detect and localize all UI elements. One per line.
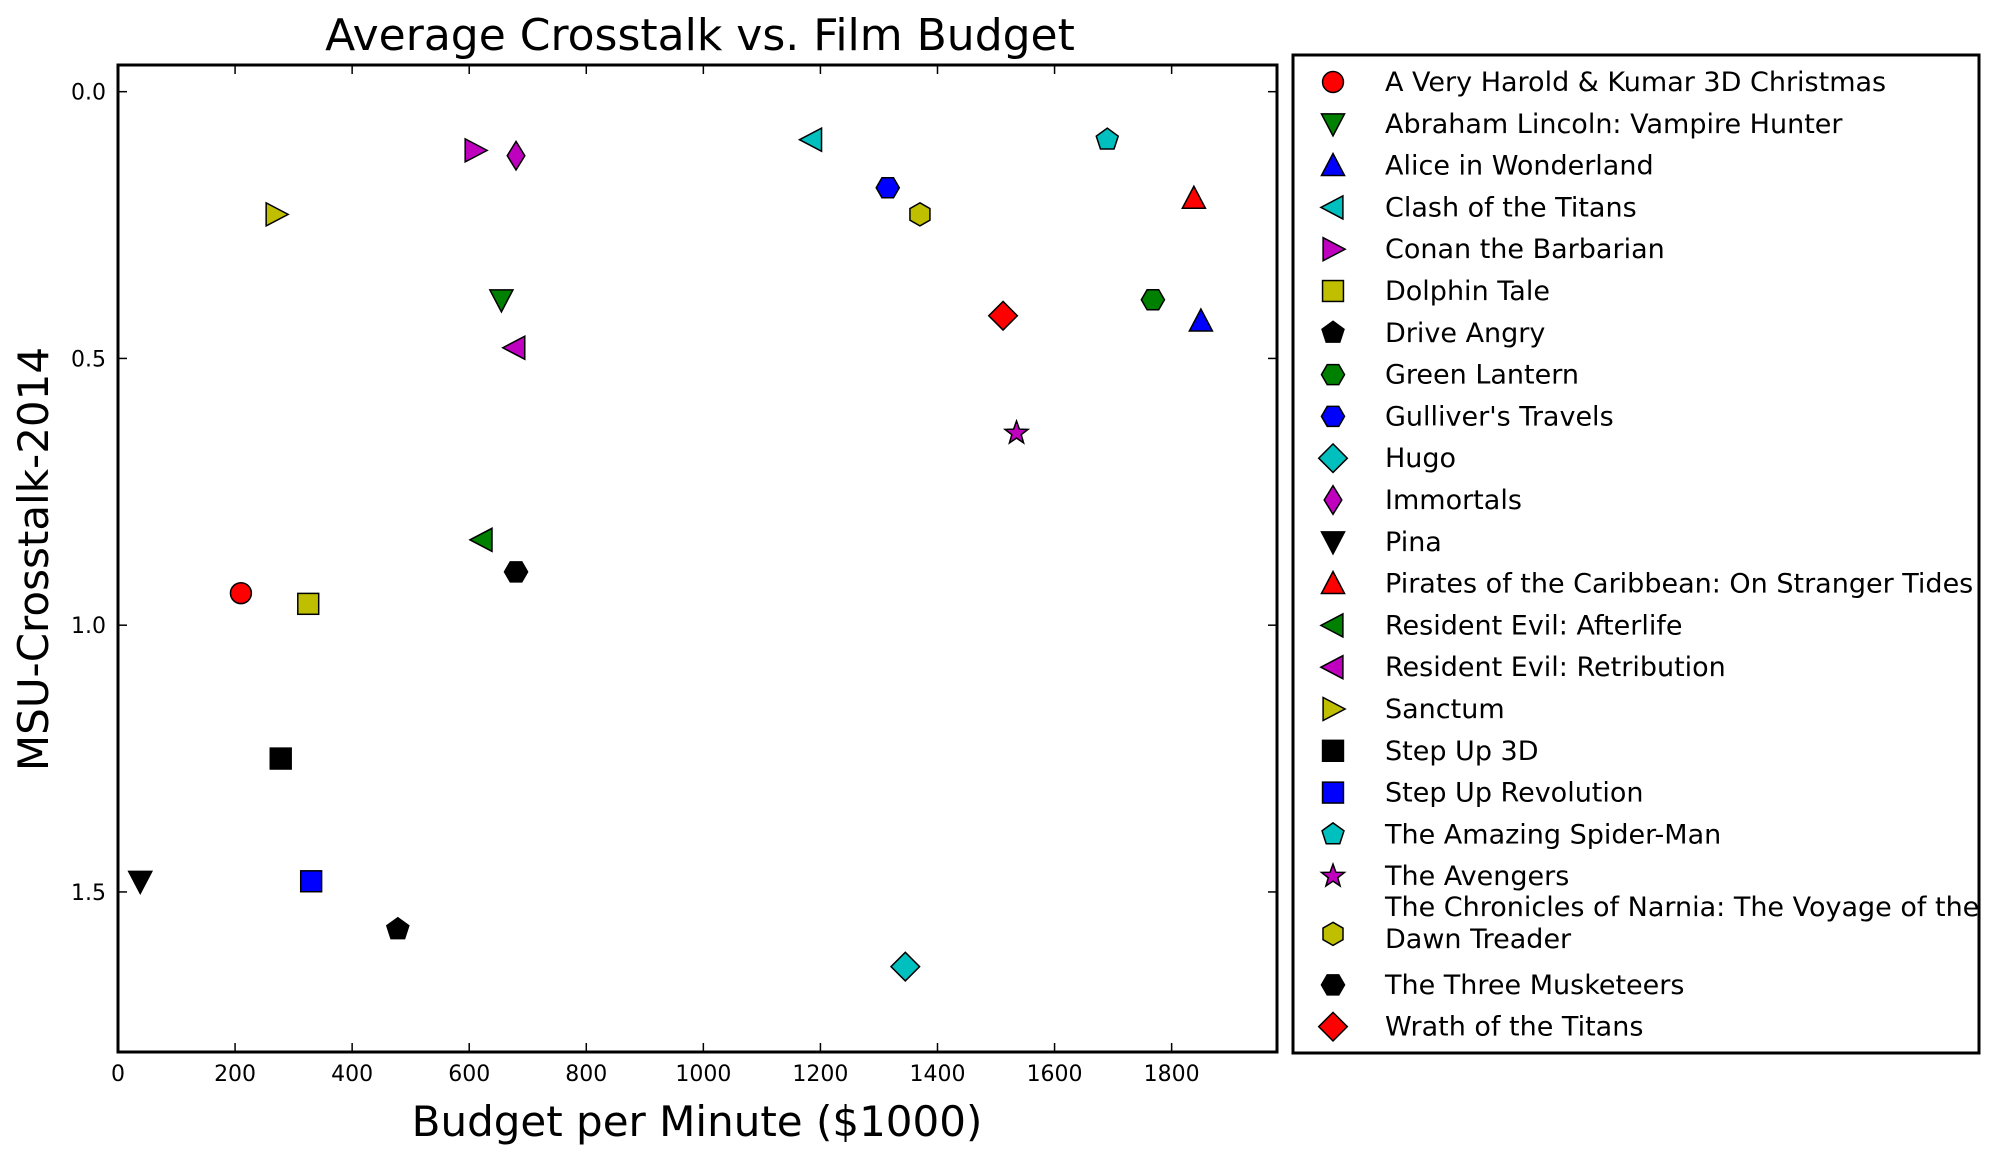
legend-marker <box>1321 70 1345 94</box>
legend-marker <box>1320 569 1346 595</box>
legend-label: Resident Evil: Retribution <box>1385 652 1726 683</box>
legend-label: Step Up 3D <box>1385 736 1539 767</box>
x-tick-label: 1800 <box>1144 1062 1200 1087</box>
legend-label: Hugo <box>1385 443 1456 474</box>
x-tick-label: 600 <box>448 1062 490 1087</box>
legend-marker <box>1322 696 1347 722</box>
data-point <box>909 201 931 227</box>
data-point <box>127 870 154 895</box>
x-axis-label: Budget per Minute ($1000) <box>412 1097 983 1146</box>
legend-marker <box>1321 739 1345 762</box>
legend-marker <box>1319 194 1344 221</box>
data-point <box>297 592 320 616</box>
data-point <box>797 126 823 153</box>
legend-marker <box>1319 654 1344 680</box>
x-tick-label: 0 <box>111 1062 125 1087</box>
legend-marker <box>1319 612 1344 639</box>
data-point <box>1140 288 1166 311</box>
x-tick-label: 200 <box>214 1062 256 1087</box>
legend-label: Pina <box>1385 527 1442 558</box>
legend-label: Clash of the Titans <box>1385 192 1637 223</box>
legend-label: Dawn Treader <box>1385 924 1572 955</box>
data-point <box>1188 307 1214 332</box>
legend-label: The Avengers <box>1384 861 1569 892</box>
legend-marker <box>1320 363 1346 386</box>
legend-marker <box>1317 442 1349 474</box>
legend-marker <box>1320 531 1346 556</box>
y-axis-label: MSU-Crosstalk-2014 <box>9 347 58 771</box>
data-point <box>875 176 901 199</box>
data-point <box>501 334 526 361</box>
y-tick-label: 0.5 <box>71 347 106 372</box>
legend-label: Abraham Lincoln: Vampire Hunter <box>1385 109 1843 140</box>
legend-frame <box>1291 53 1981 1055</box>
x-tick-label: 800 <box>565 1062 607 1087</box>
legend-label: Wrath of the Titans <box>1385 1012 1643 1043</box>
y-tick-label: 1.0 <box>71 614 106 639</box>
legend-label: The Amazing Spider-Man <box>1384 819 1721 850</box>
legend-marker <box>1323 484 1343 516</box>
legend-label: The Three Musketeers <box>1384 970 1684 1001</box>
legend-items: A Very Harold & Kumar 3D Christmas Abraha… <box>1317 67 1979 1043</box>
chart-title-group: Average Crosstalk vs. Film Budget <box>325 10 1075 61</box>
data-point <box>299 870 323 893</box>
legend-marker <box>1317 1011 1349 1043</box>
plot-frame <box>116 63 1279 1054</box>
legend-marker <box>1321 279 1345 303</box>
x-tick-label: 1200 <box>792 1062 848 1087</box>
y-tick-label: 0.0 <box>71 81 106 106</box>
x-tick-label: 1400 <box>909 1062 965 1087</box>
legend-label: The Chronicles of Narnia: The Voyage of … <box>1384 892 1979 923</box>
plot-area <box>116 63 1279 1054</box>
legend-label: Alice in Wonderland <box>1385 151 1654 182</box>
legend-marker <box>1319 861 1347 888</box>
legend-label: Resident Evil: Afterlife <box>1385 610 1682 641</box>
x-tick-label: 1000 <box>675 1062 731 1087</box>
legend-marker <box>1321 320 1345 343</box>
legend-marker <box>1320 113 1346 138</box>
legend-marker <box>1320 405 1346 428</box>
scatter-points <box>127 126 1214 983</box>
data-point <box>385 916 410 940</box>
legend-label: Green Lantern <box>1385 360 1579 391</box>
data-point <box>468 527 493 553</box>
chart-title: Average Crosstalk vs. Film Budget <box>325 10 1075 61</box>
data-point <box>987 300 1019 332</box>
data-point <box>1002 418 1031 445</box>
data-point <box>488 289 515 314</box>
legend-label: Sanctum <box>1385 694 1505 725</box>
legend-label: Step Up Revolution <box>1385 778 1644 809</box>
legend-label: A Very Harold & Kumar 3D Christmas <box>1385 67 1886 98</box>
data-point <box>503 561 529 583</box>
legend: A Very Harold & Kumar 3D Christmas Abraha… <box>1291 53 1981 1055</box>
legend-label: Immortals <box>1385 485 1522 516</box>
legend-label: Conan the Barbarian <box>1385 234 1665 265</box>
data-point <box>1095 127 1120 150</box>
legend-label: Pirates of the Caribbean: On Stranger Ti… <box>1385 569 1973 600</box>
legend-label: Drive Angry <box>1385 318 1545 349</box>
legend-marker <box>1320 151 1346 177</box>
legend-marker <box>1321 781 1345 804</box>
data-point <box>889 951 921 983</box>
y-tick-label: 1.5 <box>71 881 106 906</box>
x-tick-label: 1600 <box>1027 1062 1083 1087</box>
legend-label: Dolphin Tale <box>1385 276 1550 307</box>
x-tick-label: 400 <box>331 1062 373 1087</box>
data-point <box>229 581 253 605</box>
legend-marker <box>1321 821 1345 845</box>
data-point <box>506 139 526 172</box>
legend-marker <box>1322 236 1347 262</box>
data-point <box>1181 184 1207 210</box>
legend-marker <box>1322 921 1344 947</box>
data-point <box>269 747 292 770</box>
x-axis: 0 200 400 600 800 1000 1200 1400 1600 1800 <box>111 65 1200 1087</box>
y-axis: 0.0 0.5 1.0 1.5 <box>71 81 1277 906</box>
data-point <box>265 201 290 228</box>
data-point <box>464 137 489 164</box>
legend-marker <box>1320 974 1346 996</box>
legend-label: Gulliver's Travels <box>1385 401 1614 432</box>
